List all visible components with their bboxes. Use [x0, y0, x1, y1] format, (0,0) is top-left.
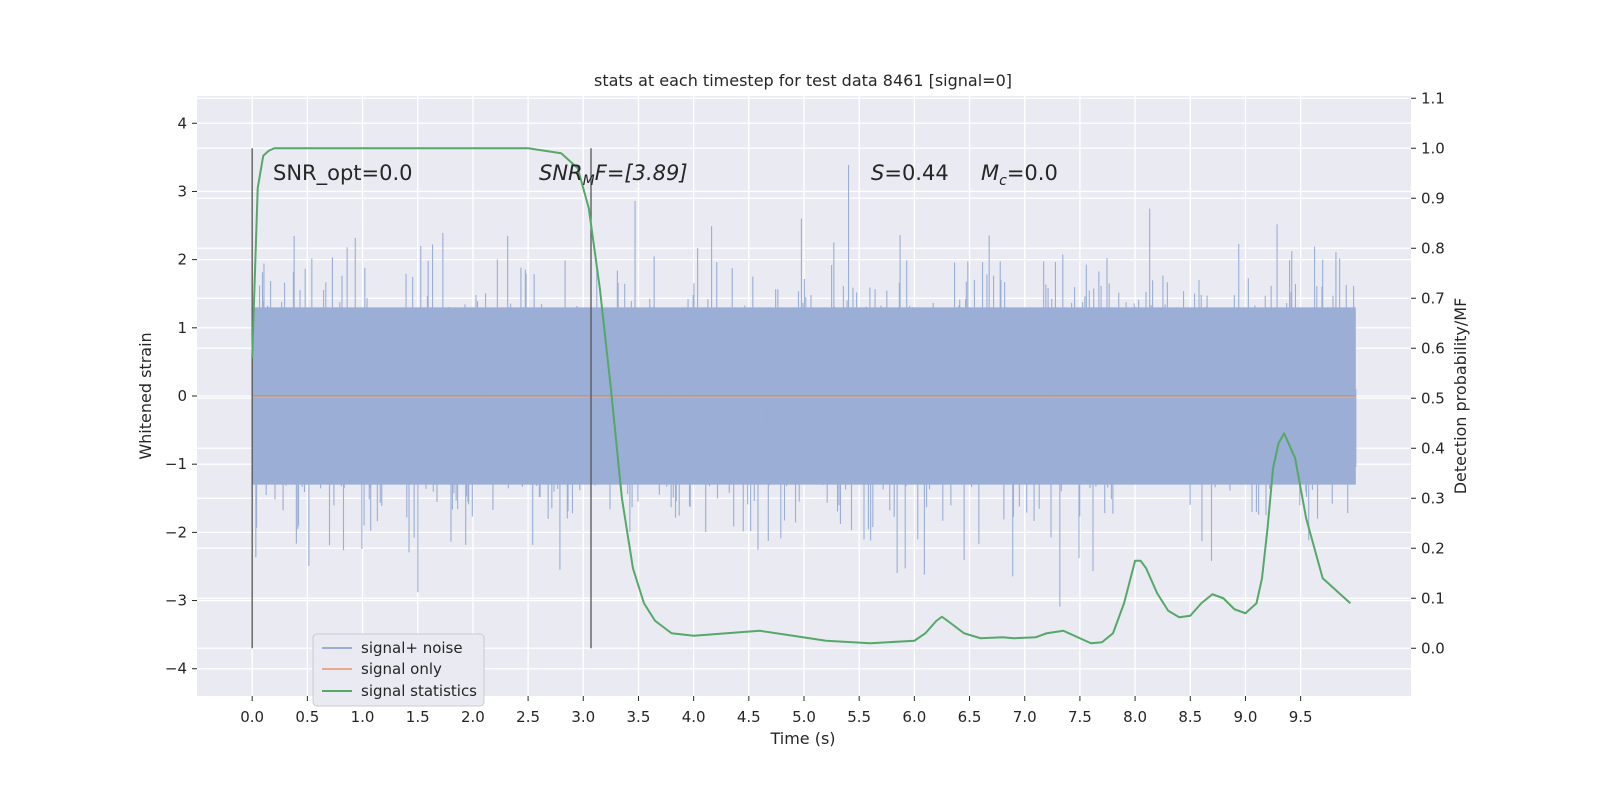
annotation-snr-mf-suffix: F=[3.89] — [595, 161, 688, 185]
x-tick-label: 6.0 — [902, 708, 926, 726]
y2-tick-label: 0.4 — [1421, 439, 1445, 457]
legend-label-signal-plus-noise: signal+ noise — [361, 639, 463, 657]
series-signal-statistics — [251, 147, 1351, 645]
y-tick-label: 3 — [177, 182, 187, 200]
x-tick-label: 9.5 — [1289, 708, 1313, 726]
x-tick-label: 7.0 — [1013, 708, 1037, 726]
annotation-mc-suffix: =0.0 — [1007, 161, 1058, 185]
y-tick-label: 4 — [177, 114, 187, 132]
annotation-snr-mf-prefix: SNR — [539, 161, 583, 185]
annotation-s-prefix: S — [871, 161, 884, 185]
signal-statistics-line — [251, 147, 1351, 645]
y-tick-label: 1 — [177, 319, 187, 337]
y2-tick-label: 1.1 — [1421, 89, 1445, 107]
legend-label-signal-only: signal only — [361, 660, 442, 678]
y-tick-labels: 4 3 2 1 0 −1 −2 −3 −4 — [165, 114, 197, 678]
x-tick-label: 5.5 — [847, 708, 871, 726]
x-tick-labels: 0.0 0.5 1.0 1.5 2.0 2.5 3.0 3.5 4.0 4.5 5.0 5.5 6.0 6… — [240, 696, 1313, 726]
x-tick-label: 0.5 — [295, 708, 319, 726]
x-tick-label: 1.0 — [351, 708, 375, 726]
x-tick-label: 1.5 — [406, 708, 430, 726]
legend-label-signal-statistics: signal statistics — [361, 682, 477, 700]
annotation-snr-mf-sub: M — [583, 173, 595, 189]
series-signal-only — [252, 395, 1356, 398]
y-tick-label: −2 — [165, 523, 187, 541]
x-tick-label: 4.0 — [682, 708, 706, 726]
y2-tick-label: 0.0 — [1421, 639, 1445, 657]
y2-axis-label: Detection probability/MF — [1451, 298, 1470, 495]
x-tick-label: 7.5 — [1068, 708, 1092, 726]
y-tick-label: −3 — [165, 592, 187, 610]
y2-tick-label: 0.3 — [1421, 489, 1445, 507]
x-tick-label: 3.5 — [627, 708, 651, 726]
x-tick-label: 2.0 — [461, 708, 485, 726]
x-axis-label: Time (s) — [769, 729, 835, 748]
y2-tick-label: 0.8 — [1421, 239, 1445, 257]
x-tick-label: 6.5 — [958, 708, 982, 726]
y2-tick-label: 0.2 — [1421, 539, 1445, 557]
annotation-mc-prefix: M — [981, 161, 999, 185]
y2-tick-label: 0.5 — [1421, 389, 1445, 407]
annotation-s: S=0.44 — [871, 161, 949, 185]
x-tick-label: 5.0 — [792, 708, 816, 726]
y-tick-label: 2 — [177, 251, 187, 269]
y2-tick-label: 0.6 — [1421, 339, 1445, 357]
x-tick-label: 8.0 — [1123, 708, 1147, 726]
x-tick-label: 2.5 — [516, 708, 540, 726]
x-tick-label: 3.0 — [571, 708, 595, 726]
legend: signal+ noise signal only signal statist… — [312, 633, 485, 707]
y-axis-label: Whitened strain — [136, 332, 155, 459]
annotation-snr-mf: SNRMF=[3.89] — [539, 161, 688, 189]
x-tick-label: 9.0 — [1234, 708, 1258, 726]
y2-tick-label: 0.1 — [1421, 589, 1445, 607]
vertical-markers — [251, 148, 592, 649]
x-tick-label: 4.5 — [737, 708, 761, 726]
chart-title: stats at each timestep for test data 846… — [594, 71, 1012, 90]
y2-tick-labels: 1.1 1.0 0.9 0.8 0.7 0.6 0.5 0.4 0.3 0.2 0.1 0.0 — [1411, 89, 1445, 657]
x-tick-label: 0.0 — [240, 708, 264, 726]
x-tick-label: 8.5 — [1178, 708, 1202, 726]
legend-box — [312, 633, 485, 707]
annotation-mc-sub: c — [999, 173, 1007, 189]
y-tick-label: −4 — [165, 660, 187, 678]
annotation-snr-opt: SNR_opt=0.0 — [273, 161, 413, 186]
y2-tick-label: 0.9 — [1421, 189, 1445, 207]
y2-tick-label: 0.7 — [1421, 289, 1445, 307]
annotation-mc: Mc=0.0 — [981, 161, 1058, 189]
annotation-s-suffix: =0.44 — [884, 161, 948, 185]
y2-tick-label: 1.0 — [1421, 139, 1445, 157]
y-tick-label: 0 — [177, 387, 187, 405]
y-tick-label: −1 — [165, 455, 187, 473]
